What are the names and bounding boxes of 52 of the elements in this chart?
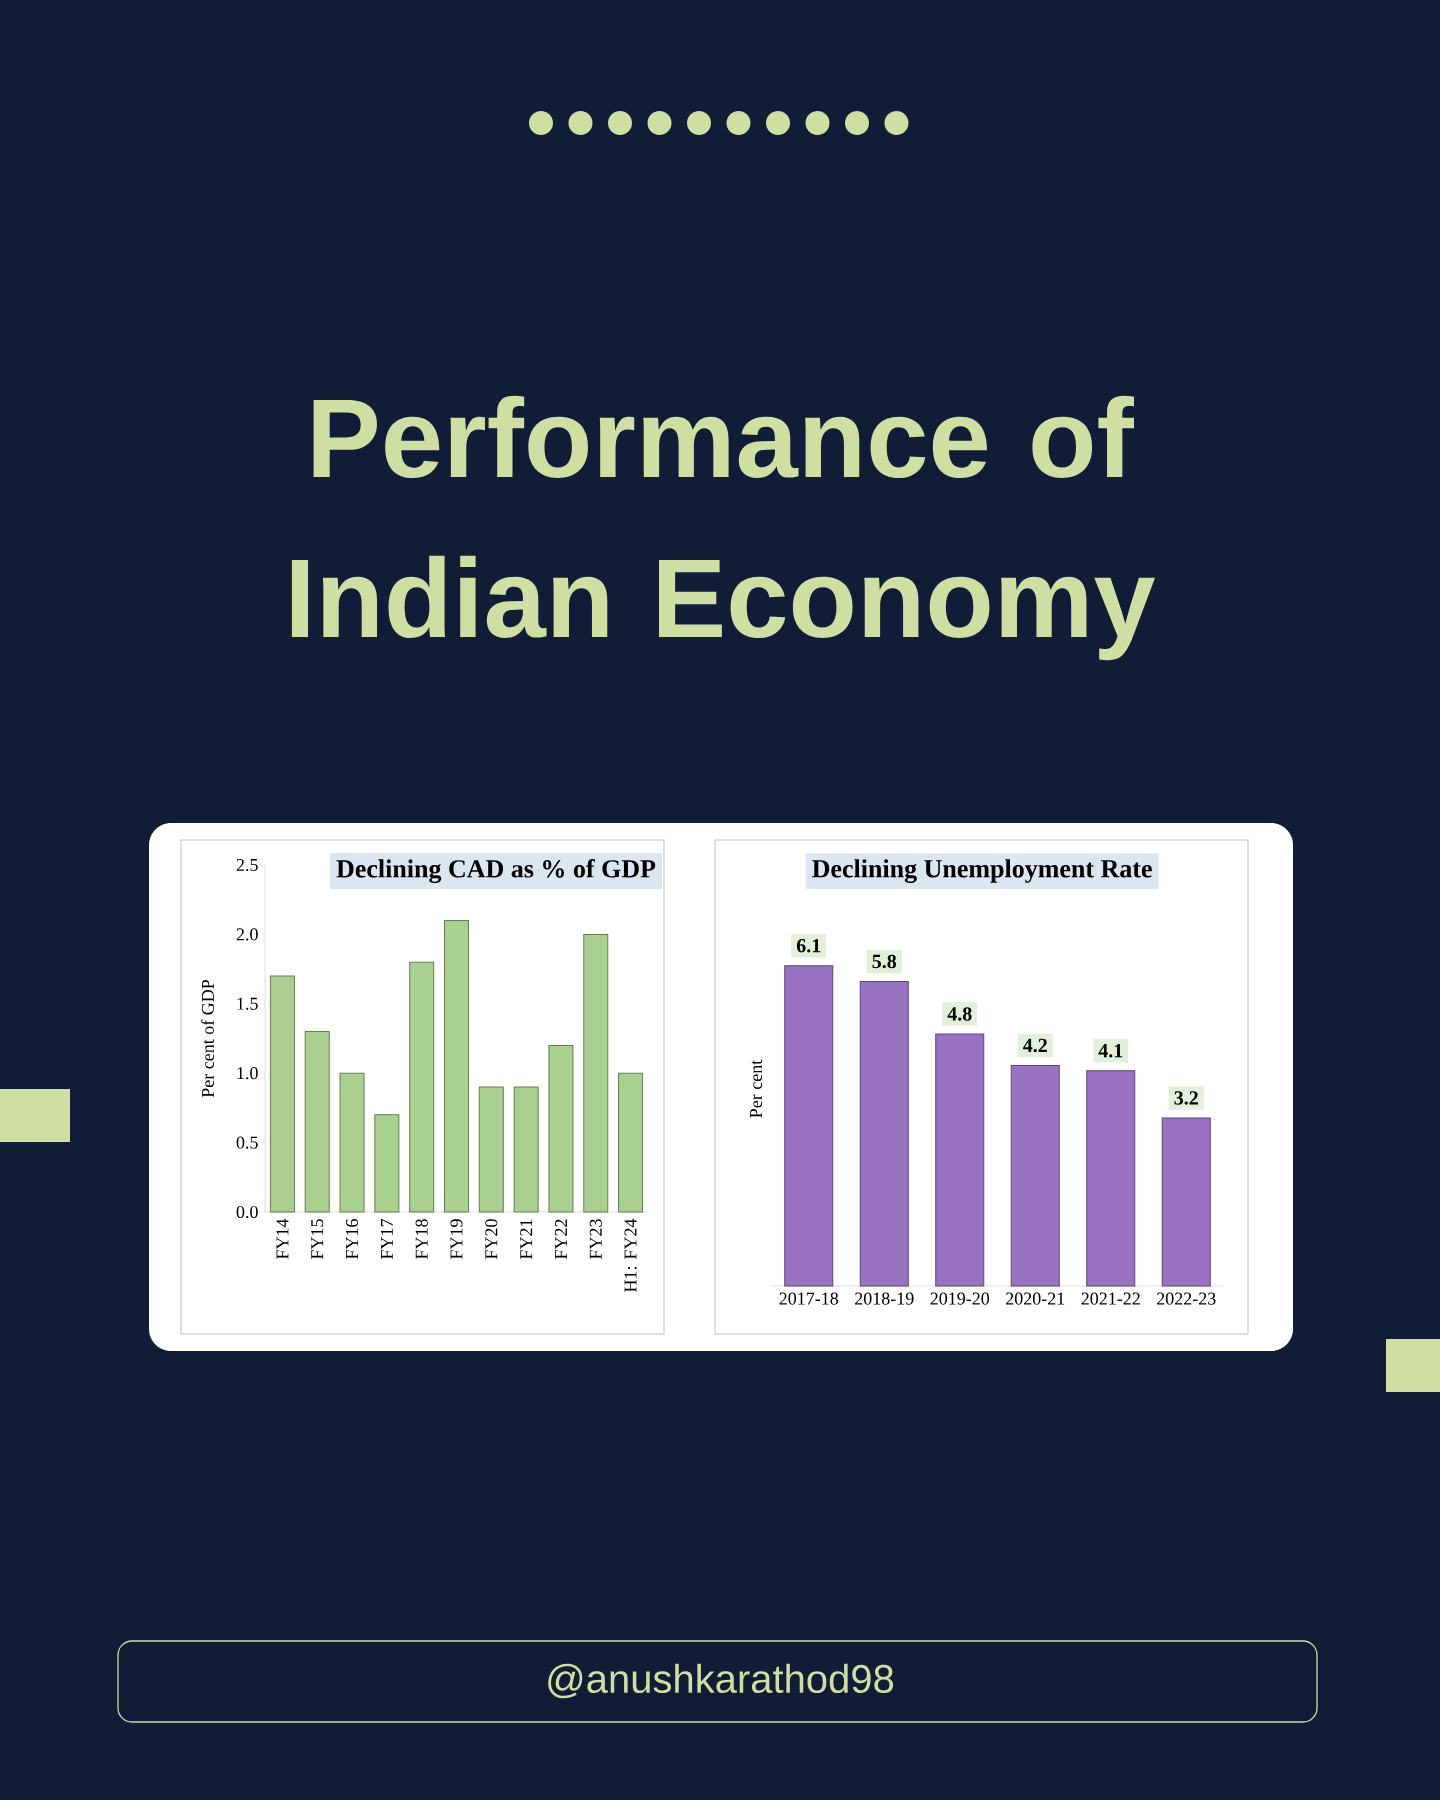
bar: [1086, 1070, 1136, 1287]
x-tick-label: FY20: [485, 1219, 498, 1260]
x-tick-label: 2022-23: [1157, 1292, 1216, 1305]
y-tick-label: 2.0: [236, 928, 258, 941]
x-tick-label: 2020-21: [1006, 1292, 1065, 1305]
chart-title: Declining Unemployment Rate: [812, 859, 1152, 883]
bar: [1161, 1117, 1211, 1287]
bar: [1010, 1064, 1060, 1287]
text: @anushkarathod98: [548, 1663, 894, 1699]
bar: [583, 933, 609, 1213]
bar: [478, 1086, 504, 1213]
y-tick-label: 1.0: [237, 1067, 258, 1080]
x-tick-label: FY17: [380, 1219, 393, 1260]
bar: [304, 1031, 330, 1213]
bar: [935, 1033, 985, 1287]
bar: [784, 965, 834, 1287]
data-label: 3.2: [1174, 1091, 1198, 1105]
text: Performance of Indian Economy: [291, 395, 1156, 661]
data-label: 4.8: [947, 1007, 972, 1021]
y-tick-label: 0.5: [236, 1136, 258, 1149]
bar: [548, 1044, 574, 1213]
x-tick-label: 2017-18: [779, 1292, 839, 1305]
bar: [374, 1114, 400, 1213]
data-label: 4.2: [1023, 1038, 1047, 1053]
chart-title: Declining CAD as % of GDP: [336, 859, 656, 884]
bar: [859, 980, 909, 1287]
x-tick-label: FY14: [276, 1218, 289, 1260]
y-tick-label: 0.0: [236, 1205, 258, 1219]
bar: [618, 1072, 644, 1213]
x-tick-label: H1: FY24: [624, 1218, 637, 1293]
x-tick-label: FY23: [589, 1219, 602, 1260]
data-label: 6.1: [796, 938, 821, 953]
x-tick-label: FY18: [415, 1219, 428, 1260]
x-tick-label: FY15: [311, 1219, 324, 1260]
y-tick-label: 1.5: [237, 997, 258, 1010]
bar: [269, 975, 295, 1213]
bar: [444, 920, 469, 1213]
x-tick-label: 2018-19: [855, 1292, 914, 1305]
bar: [339, 1072, 365, 1213]
x-tick-label: FY21: [520, 1219, 533, 1260]
data-label: 4.1: [1098, 1044, 1123, 1058]
x-tick-label: 2021-22: [1081, 1292, 1140, 1305]
x-tick-label: FY16: [346, 1219, 359, 1260]
bar: [513, 1086, 539, 1213]
x-tick-label: FY22: [554, 1219, 567, 1260]
x-tick-label: 2019-20: [930, 1292, 990, 1305]
x-tick-label: FY19: [450, 1219, 463, 1260]
y-tick-label: 2.5: [236, 858, 258, 872]
y-axis-title: Per cent: [750, 1059, 763, 1118]
y-axis-title: Per cent of GDP: [201, 979, 214, 1098]
data-label: 5.8: [872, 954, 897, 969]
bar: [409, 961, 435, 1213]
